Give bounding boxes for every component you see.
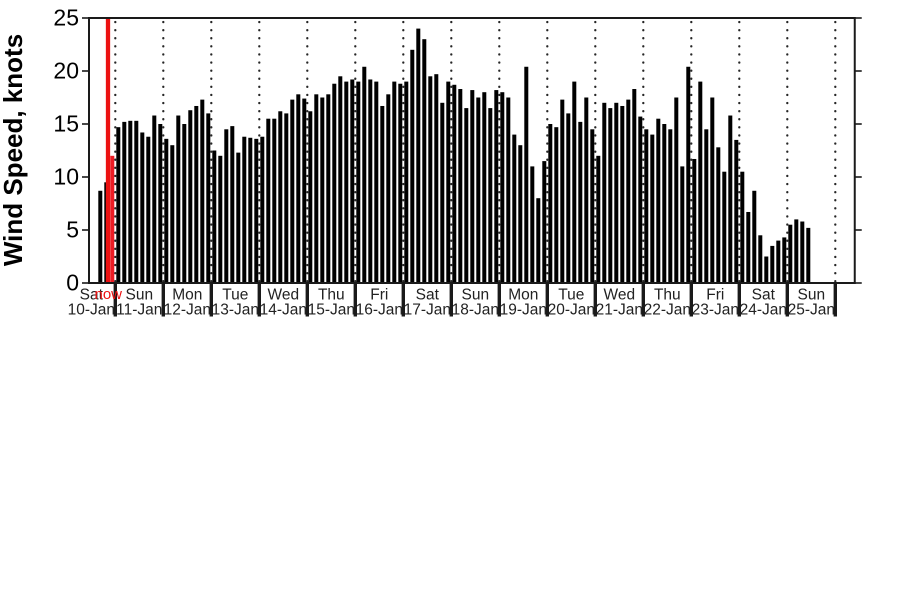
svg-text:21-Jan: 21-Jan xyxy=(596,302,643,319)
svg-text:19-Jan: 19-Jan xyxy=(500,302,547,319)
svg-text:now: now xyxy=(95,286,123,303)
svg-text:18-Jan: 18-Jan xyxy=(452,302,499,319)
svg-text:24-Jan: 24-Jan xyxy=(740,302,787,319)
svg-text:10-Jan: 10-Jan xyxy=(68,302,115,319)
svg-text:22-Jan: 22-Jan xyxy=(644,302,691,319)
svg-text:17-Jan: 17-Jan xyxy=(404,302,451,319)
svg-text:14-Jan: 14-Jan xyxy=(260,302,307,319)
svg-text:23-Jan: 23-Jan xyxy=(692,302,739,319)
svg-text:25-Jan: 25-Jan xyxy=(788,302,835,319)
svg-text:15: 15 xyxy=(53,111,79,137)
svg-text:5: 5 xyxy=(66,217,79,243)
svg-text:25: 25 xyxy=(53,5,79,31)
svg-text:13-Jan: 13-Jan xyxy=(212,302,259,319)
svg-text:20-Jan: 20-Jan xyxy=(548,302,595,319)
svg-text:Wind Speed, knots: Wind Speed, knots xyxy=(0,34,28,266)
svg-text:16-Jan: 16-Jan xyxy=(356,302,403,319)
svg-text:12-Jan: 12-Jan xyxy=(164,302,211,319)
svg-text:10: 10 xyxy=(53,164,79,190)
svg-text:15-Jan: 15-Jan xyxy=(308,302,355,319)
svg-text:0: 0 xyxy=(66,270,79,296)
svg-text:11-Jan: 11-Jan xyxy=(116,302,162,319)
svg-text:20: 20 xyxy=(53,58,79,84)
